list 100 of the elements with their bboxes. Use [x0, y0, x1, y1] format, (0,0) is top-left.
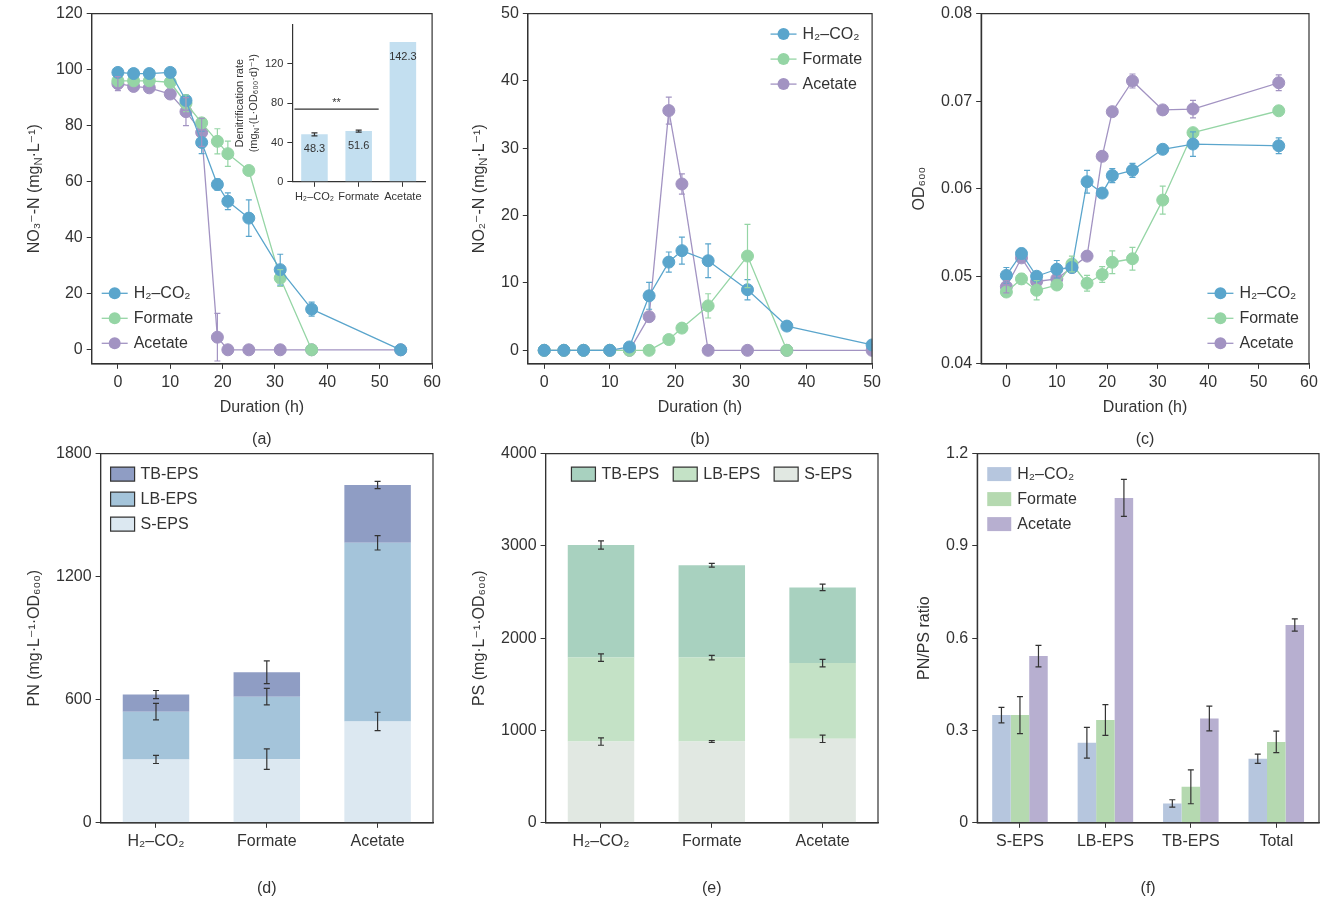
legend-label: TB-EPS — [601, 464, 660, 482]
x-tick-label: 30 — [1148, 372, 1167, 390]
y-tick-label: 0 — [73, 340, 83, 358]
x-tick-label: TB-EPS — [1161, 831, 1220, 849]
x-tick-label: 40 — [318, 372, 337, 390]
x-tick-label: 50 — [370, 372, 389, 390]
y-tick-label: 40 — [64, 228, 83, 246]
y-tick-label: 0.6 — [945, 628, 969, 646]
x-tick-label: 50 — [863, 372, 882, 390]
legend-label: Formate — [1017, 489, 1077, 507]
x-tick-label: H₂–CO₂ — [127, 831, 185, 849]
y-tick-label: 0.08 — [941, 4, 973, 22]
x-tick-label: Total — [1259, 831, 1294, 849]
y-tick-label: 2000 — [501, 628, 537, 646]
data-label: 48.3 — [303, 142, 326, 155]
legend-label: S-EPS — [804, 464, 853, 482]
x-tick-label: Formate — [338, 190, 380, 203]
text: (b) — [690, 429, 710, 447]
x-tick-label: Acetate — [350, 831, 405, 849]
legend-label: Formate — [133, 308, 194, 326]
y-axis-title: PN (mg·L⁻¹·OD₆₀₀) — [24, 569, 42, 707]
y-tick-label: 600 — [64, 690, 92, 708]
x-tick-label: 20 — [666, 372, 685, 390]
x-tick-label: H₂–CO₂ — [294, 190, 335, 203]
y-tick-label: 0.06 — [941, 179, 973, 197]
x-tick-label: 10 — [161, 372, 180, 390]
annotation: ** — [332, 95, 342, 108]
y-tick-label: 100 — [55, 60, 83, 78]
y-tick-label: 60 — [64, 172, 83, 190]
y-tick-label: 30 — [501, 138, 519, 156]
x-tick-label: S-EPS — [995, 831, 1044, 849]
y-tick-label: 1000 — [501, 720, 537, 738]
x-tick-label: 40 — [797, 372, 816, 390]
legend-label: TB-EPS — [140, 464, 199, 482]
y-axis-title: PN/PS ratio — [914, 596, 932, 680]
x-tick-label: 10 — [1047, 372, 1066, 390]
text: (d) — [257, 879, 277, 897]
y-tick-label: 20 — [64, 284, 83, 302]
x-tick-label: 20 — [1098, 372, 1117, 390]
y-tick-label: 3000 — [501, 536, 537, 554]
legend-label: Formate — [802, 49, 863, 67]
y-tick-label: 80 — [271, 96, 284, 109]
y-tick-label: 120 — [264, 56, 284, 69]
y-tick-label: 0 — [509, 340, 519, 358]
y-tick-label: 40 — [501, 71, 519, 89]
y-tick-label: 0 — [959, 813, 969, 831]
x-tick-label: Formate — [237, 831, 297, 849]
x-tick-label: 40 — [1199, 372, 1218, 390]
x-tick-label: Acetate — [384, 190, 422, 203]
y-tick-label: 1800 — [56, 444, 92, 462]
x-tick-label: Acetate — [795, 831, 850, 849]
y-axis-title: NO₂⁻-N (mgN·L⁻¹) — [469, 124, 490, 254]
y-tick-label: 10 — [501, 273, 519, 291]
x-tick-label: Formate — [682, 831, 742, 849]
y-tick-label: 20 — [501, 206, 519, 224]
y-tick-label: 50 — [501, 4, 519, 22]
x-axis-title: Duration (h) — [1102, 397, 1188, 415]
x-axis-title: Duration (h) — [657, 397, 743, 415]
y-tick-label: 0 — [527, 813, 537, 831]
y-tick-label: 0.04 — [941, 354, 973, 372]
x-tick-label: LB-EPS — [1076, 831, 1134, 849]
x-tick-label: 10 — [600, 372, 619, 390]
y-axis-title: PS (mg·L⁻¹·OD₆₀₀) — [469, 570, 487, 707]
legend-label: H₂–CO₂ — [133, 283, 191, 301]
legend-label: H₂–CO₂ — [802, 24, 860, 42]
legend-label: Formate — [1239, 308, 1300, 326]
y-tick-label: 120 — [55, 4, 83, 22]
legend-label: S-EPS — [140, 514, 189, 532]
data-label: 142.3 — [389, 50, 417, 63]
legend-label: Acetate — [1017, 514, 1072, 532]
legend-label: H₂–CO₂ — [1017, 464, 1075, 482]
y-tick-label: 0.07 — [941, 91, 973, 109]
y-tick-label: 1.2 — [945, 444, 969, 462]
x-axis-title: Duration (h) — [219, 397, 305, 415]
legend-label: H₂–CO₂ — [1239, 283, 1297, 301]
legend-label: Acetate — [1239, 333, 1294, 351]
x-tick-label: 0 — [1001, 372, 1011, 390]
legend-label: Acetate — [133, 333, 189, 351]
text: (f) — [1140, 879, 1156, 897]
y-tick-label: 0.05 — [941, 266, 973, 284]
y-tick-label: 0 — [277, 174, 284, 187]
x-tick-label: 20 — [213, 372, 232, 390]
x-tick-label: 0 — [113, 372, 123, 390]
x-tick-label: H₂–CO₂ — [572, 831, 630, 849]
x-tick-label: 60 — [1300, 372, 1318, 390]
y-axis-title: OD₆₀₀ — [909, 166, 927, 211]
y-tick-label: 1200 — [56, 567, 92, 585]
text: (e) — [702, 879, 722, 897]
data-label: 51.6 — [347, 139, 370, 152]
y-tick-label: 0 — [82, 813, 92, 831]
legend-label: LB-EPS — [703, 464, 761, 482]
y-tick-label: 0.9 — [945, 536, 969, 554]
x-tick-label: 30 — [732, 372, 750, 390]
y-axis-title: NO₃⁻-N (mgN·L⁻¹) — [24, 124, 45, 254]
x-tick-label: 60 — [423, 372, 442, 390]
text: (c) — [1135, 429, 1155, 447]
x-tick-label: 50 — [1249, 372, 1268, 390]
y-tick-label: 40 — [271, 135, 284, 148]
y-tick-label: 4000 — [501, 444, 537, 462]
text: (a) — [252, 429, 272, 447]
